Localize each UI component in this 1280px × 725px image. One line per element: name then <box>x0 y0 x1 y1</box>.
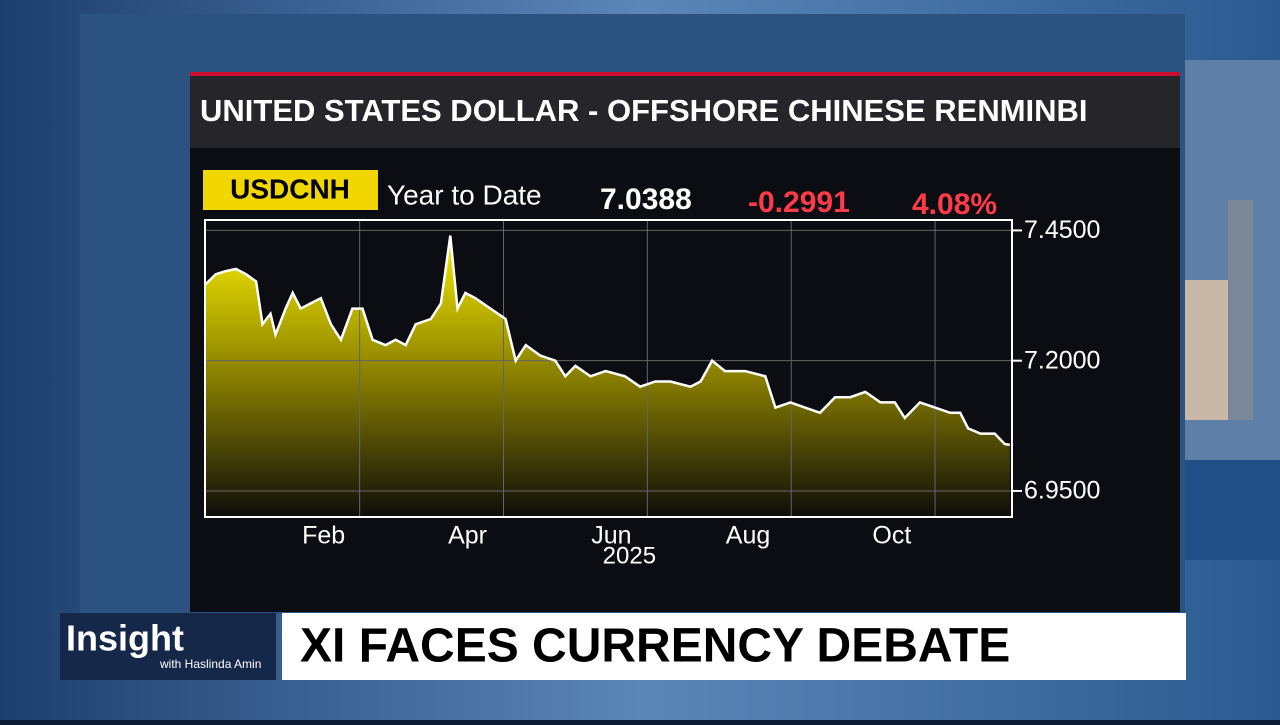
building <box>1178 280 1228 420</box>
y-tick-label: 6.9500 <box>1024 477 1100 505</box>
x-axis-label: 2025 <box>603 542 656 569</box>
y-tick-label: 7.4500 <box>1024 216 1100 244</box>
headline-box <box>282 613 1186 680</box>
show-name: Insight <box>66 618 184 659</box>
x-tick-label: Feb <box>302 522 345 550</box>
last-price: 7.0388 <box>600 183 692 216</box>
x-tick-label: Aug <box>726 522 770 550</box>
building <box>1228 200 1253 420</box>
ticker: USDCNH <box>230 173 350 204</box>
host-name: with Haslinda Amin <box>159 657 261 671</box>
y-tick-label: 7.2000 <box>1024 346 1100 374</box>
x-tick-label: Jun <box>591 522 631 550</box>
price-line <box>204 235 1010 446</box>
ticker-box <box>203 170 378 210</box>
plot: 7.4500 7.2000 6.9500 Feb Apr Jun Aug Oct 2025 <box>204 216 1100 569</box>
water <box>1185 460 1280 560</box>
chart-title: UNITED STATES DOLLAR - OFFSHORE CHINESE … <box>200 93 1088 128</box>
title-bar <box>190 76 1180 148</box>
net-change: -0.2991 <box>748 186 850 219</box>
headline: XI FACES CURRENCY DEBATE <box>300 620 1010 673</box>
x-tick-label: Apr <box>448 522 487 550</box>
x-tick-label: Oct <box>872 522 911 550</box>
area-fill <box>205 235 1010 517</box>
plot-border <box>204 219 1013 518</box>
period: Year to Date <box>387 179 542 210</box>
red-stripe <box>190 72 1180 76</box>
percent-change: 4.08% <box>912 188 997 221</box>
show-box <box>60 613 276 680</box>
